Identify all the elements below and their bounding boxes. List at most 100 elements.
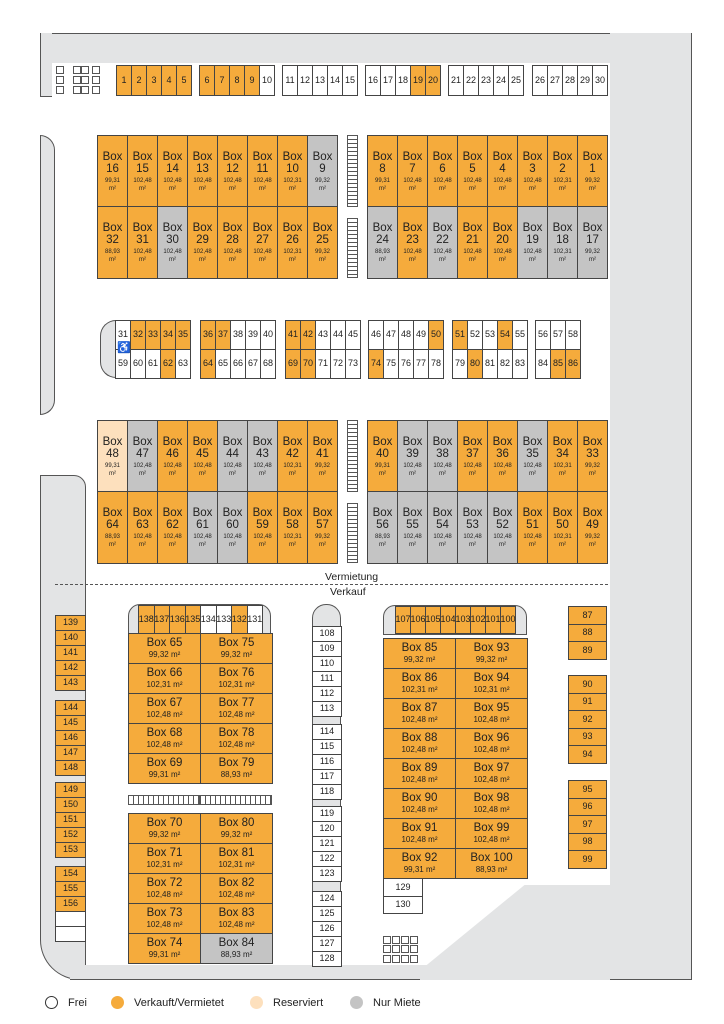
- storage-box[interactable]: Box 5 102,48 m²: [457, 135, 488, 207]
- storage-box[interactable]: Box 89 102,48 m²: [383, 758, 456, 789]
- storage-box[interactable]: Box 14 102,48 m²: [157, 135, 188, 207]
- storage-box[interactable]: Box 95 102,48 m²: [455, 698, 528, 729]
- storage-box[interactable]: Box 67 102,48 m²: [128, 693, 201, 724]
- storage-box[interactable]: Box 61 102,48 m²: [187, 491, 218, 564]
- storage-box[interactable]: Box 68 102,48 m²: [128, 723, 201, 754]
- parking-space[interactable]: 68: [260, 349, 276, 379]
- parking-space[interactable]: 124: [312, 891, 342, 907]
- parking-space[interactable]: 52: [467, 320, 483, 350]
- parking-space[interactable]: 154: [55, 866, 86, 882]
- storage-box[interactable]: Box 17 99,32 m²: [577, 206, 608, 279]
- parking-space[interactable]: 53: [482, 320, 498, 350]
- storage-box[interactable]: Box 73 102,48 m²: [128, 903, 201, 934]
- parking-space[interactable]: 105: [425, 606, 441, 634]
- storage-box[interactable]: Box 37 102,48 m²: [457, 420, 488, 492]
- parking-space[interactable]: 99: [568, 850, 607, 869]
- parking-space[interactable]: 136: [169, 605, 186, 634]
- storage-box[interactable]: Box 41 99,32 m²: [307, 420, 338, 492]
- parking-space[interactable]: 5: [176, 65, 192, 96]
- parking-space[interactable]: 77: [413, 349, 429, 379]
- parking-space[interactable]: 54: [497, 320, 513, 350]
- parking-space[interactable]: 16: [365, 65, 381, 96]
- storage-box[interactable]: Box 26 102,31 m²: [277, 206, 308, 279]
- parking-space[interactable]: 82: [497, 349, 513, 379]
- parking-space[interactable]: 30: [592, 65, 608, 96]
- storage-box[interactable]: Box 53 102,48 m²: [457, 491, 488, 564]
- storage-box[interactable]: Box 51 102,48 m²: [517, 491, 548, 564]
- parking-space[interactable]: 74: [368, 349, 384, 379]
- storage-box[interactable]: Box 77 102,48 m²: [200, 693, 273, 724]
- parking-space[interactable]: 17: [380, 65, 396, 96]
- parking-space[interactable]: 26: [532, 65, 548, 96]
- parking-space[interactable]: 149: [55, 782, 86, 798]
- parking-space[interactable]: 108: [312, 626, 342, 642]
- parking-space[interactable]: 62: [160, 349, 176, 379]
- storage-box[interactable]: Box 56 88,93 m²: [367, 491, 398, 564]
- storage-box[interactable]: Box 85 99,32 m²: [383, 638, 456, 669]
- parking-space[interactable]: 87: [568, 606, 607, 625]
- parking-space[interactable]: 139: [55, 615, 86, 631]
- parking-space[interactable]: 132: [231, 605, 248, 634]
- storage-box[interactable]: Box 42 102,31 m²: [277, 420, 308, 492]
- parking-space[interactable]: 100: [500, 606, 516, 634]
- parking-space[interactable]: 116: [312, 754, 342, 770]
- storage-box[interactable]: Box 79 88,93 m²: [200, 753, 273, 784]
- parking-space[interactable]: 63: [175, 349, 191, 379]
- parking-space[interactable]: 127: [312, 936, 342, 952]
- parking-space[interactable]: 65: [215, 349, 231, 379]
- parking-space[interactable]: 60: [130, 349, 146, 379]
- parking-space[interactable]: 50: [428, 320, 444, 350]
- storage-box[interactable]: Box 47 102,48 m²: [127, 420, 158, 492]
- parking-space[interactable]: 153: [55, 842, 86, 858]
- storage-box[interactable]: Box 91 102,48 m²: [383, 818, 456, 849]
- storage-box[interactable]: Box 80 99,32 m²: [200, 813, 273, 844]
- parking-space[interactable]: 83: [512, 349, 528, 379]
- parking-space[interactable]: 35: [175, 320, 191, 350]
- parking-space[interactable]: 129: [383, 878, 423, 897]
- storage-box[interactable]: Box 40 99,31 m²: [367, 420, 398, 492]
- storage-box[interactable]: Box 10 102,31 m²: [277, 135, 308, 207]
- parking-space[interactable]: [55, 911, 86, 927]
- parking-space[interactable]: 3: [146, 65, 162, 96]
- parking-space[interactable]: 113: [312, 701, 342, 717]
- storage-box[interactable]: Box 100 88,93 m²: [455, 848, 528, 879]
- parking-space[interactable]: 69: [285, 349, 301, 379]
- parking-space[interactable]: 49: [413, 320, 429, 350]
- parking-space[interactable]: 95: [568, 780, 607, 799]
- parking-space[interactable]: 47: [383, 320, 399, 350]
- storage-box[interactable]: Box 82 102,48 m²: [200, 873, 273, 904]
- storage-box[interactable]: Box 64 88,93 m²: [97, 491, 128, 564]
- storage-box[interactable]: Box 88 102,48 m²: [383, 728, 456, 759]
- storage-box[interactable]: Box 30 102,48 m²: [157, 206, 188, 279]
- parking-space[interactable]: 125: [312, 906, 342, 922]
- parking-space[interactable]: 58: [565, 320, 581, 350]
- parking-space[interactable]: 90: [568, 675, 607, 694]
- storage-box[interactable]: Box 63 102,48 m²: [127, 491, 158, 564]
- storage-box[interactable]: Box 87 102,48 m²: [383, 698, 456, 729]
- parking-space[interactable]: 32: [130, 320, 146, 350]
- parking-space[interactable]: 122: [312, 851, 342, 867]
- storage-box[interactable]: Box 74 99,31 m²: [128, 933, 201, 964]
- parking-space[interactable]: 140: [55, 630, 86, 646]
- parking-space[interactable]: 8: [229, 65, 245, 96]
- parking-space[interactable]: 12: [297, 65, 313, 96]
- parking-space[interactable]: 103: [455, 606, 471, 634]
- parking-space[interactable]: 115: [312, 739, 342, 755]
- parking-space[interactable]: 111: [312, 671, 342, 687]
- parking-space[interactable]: 130: [383, 895, 423, 914]
- parking-space[interactable]: 98: [568, 832, 607, 851]
- parking-space[interactable]: 15: [342, 65, 358, 96]
- parking-space[interactable]: 40: [260, 320, 276, 350]
- parking-space[interactable]: 22: [463, 65, 479, 96]
- parking-space[interactable]: 142: [55, 660, 86, 676]
- storage-box[interactable]: Box 33 99,32 m²: [577, 420, 608, 492]
- parking-space[interactable]: 141: [55, 645, 86, 661]
- parking-space[interactable]: 19: [410, 65, 426, 96]
- storage-box[interactable]: Box 57 99,32 m²: [307, 491, 338, 564]
- parking-space[interactable]: 45: [345, 320, 361, 350]
- storage-box[interactable]: Box 96 102,48 m²: [455, 728, 528, 759]
- parking-space[interactable]: 14: [327, 65, 343, 96]
- parking-space[interactable]: 128: [312, 951, 342, 967]
- parking-space[interactable]: 75: [383, 349, 399, 379]
- storage-box[interactable]: Box 58 102,31 m²: [277, 491, 308, 564]
